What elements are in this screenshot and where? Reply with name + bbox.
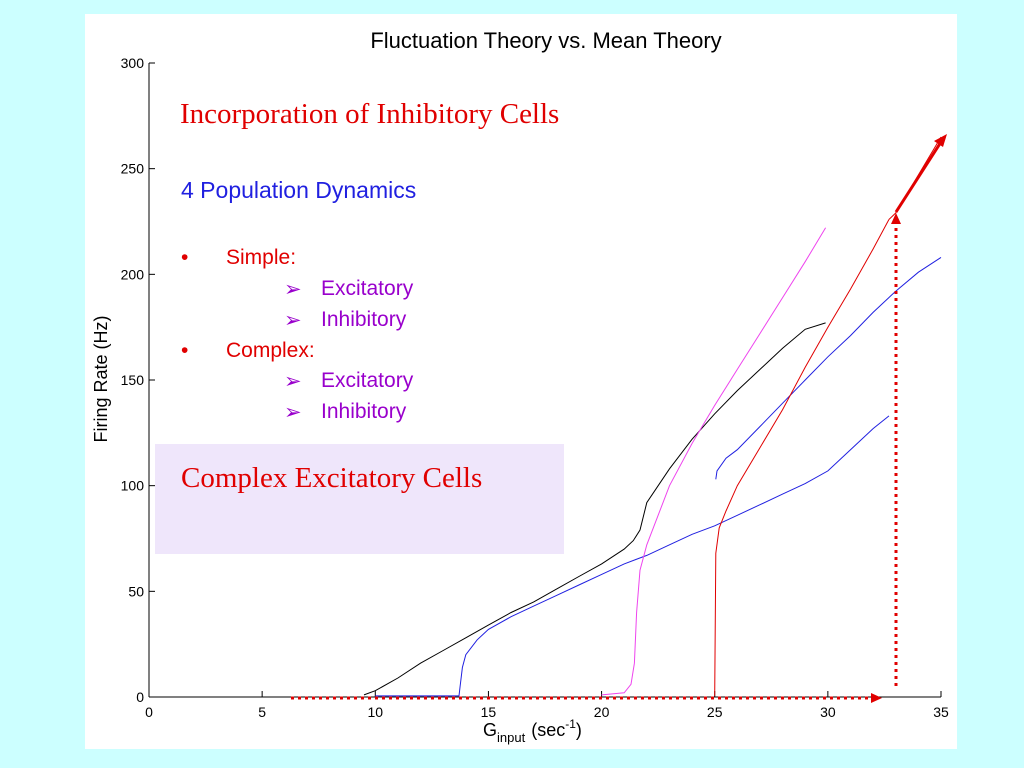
- subitem-complex-excitatory: ➢ Excitatory: [284, 369, 413, 394]
- chart: Fluctuation Theory vs. Mean Theory 0 5 10 1…: [91, 28, 949, 745]
- slide-panel: Fluctuation Theory vs. Mean Theory 0 5 10 1…: [85, 14, 957, 749]
- subitem-simple-excitatory: ➢ Excitatory: [284, 277, 413, 302]
- subitem-label: Inhibitory: [321, 400, 407, 423]
- arrow-bullet-icon: ➢: [284, 370, 302, 393]
- chart-title: Fluctuation Theory vs. Mean Theory: [370, 28, 721, 53]
- x-label-sup: -1: [565, 717, 576, 731]
- annotation-arrows: [291, 134, 947, 703]
- x-axis-label: Ginput (sec-1): [483, 717, 582, 745]
- bullet-complex: • Complex:: [181, 339, 315, 363]
- y-tick-label: 0: [136, 689, 144, 705]
- series-line-3: [601, 227, 827, 696]
- y-axis-label: Firing Rate (Hz): [91, 315, 111, 442]
- x-label-main: G: [483, 720, 497, 740]
- horizontal-arrowhead: [871, 693, 882, 703]
- x-tick-label: 35: [933, 704, 949, 720]
- bullet-label: Simple:: [226, 246, 297, 269]
- subitem-label: Excitatory: [321, 369, 414, 392]
- subitem-label: Inhibitory: [321, 308, 407, 331]
- arrow-bullet-icon: ➢: [284, 309, 302, 332]
- x-tick-label: 25: [707, 704, 723, 720]
- series-line-5: [888, 136, 942, 220]
- bullet-label: Complex:: [226, 339, 315, 362]
- subitem-label: Excitatory: [321, 277, 414, 300]
- x-tick-label: 30: [820, 704, 836, 720]
- bullet-marker: •: [181, 339, 189, 362]
- arrow-bullet-icon: ➢: [284, 401, 302, 424]
- x-tick-label: 0: [145, 704, 153, 720]
- y-tick-label: 150: [121, 372, 145, 388]
- arrow-bullet-icon: ➢: [284, 278, 302, 301]
- y-tick-label: 100: [121, 478, 145, 494]
- bullet-marker: •: [181, 246, 189, 269]
- x-tick-label: 10: [367, 704, 383, 720]
- x-tick-label: 5: [258, 704, 266, 720]
- series-line-2: [715, 256, 942, 480]
- ticks: 0 5 10 15 20 25 30 35 0 50 100 150 200 250 300: [121, 55, 949, 720]
- bullet-simple: • Simple:: [181, 246, 296, 270]
- y-tick-label: 200: [121, 266, 145, 282]
- series-line-0: [363, 322, 826, 696]
- y-tick-label: 50: [128, 583, 144, 599]
- x-tick-label: 20: [594, 704, 610, 720]
- series-line-4: [714, 219, 890, 696]
- series-group: [363, 136, 942, 697]
- red-solid-arrow: [894, 141, 943, 213]
- subitem-simple-inhibitory: ➢ Inhibitory: [284, 308, 406, 333]
- y-tick-label: 300: [121, 55, 145, 71]
- solid-arrowhead: [934, 134, 947, 147]
- x-label-sub: input: [497, 730, 526, 745]
- subitem-complex-inhibitory: ➢ Inhibitory: [284, 400, 406, 425]
- series-line-1: [375, 415, 890, 697]
- axes: [148, 63, 941, 698]
- vertical-arrowhead: [891, 213, 901, 224]
- y-tick-label: 250: [121, 161, 145, 177]
- slide-heading: Incorporation of Inhibitory Cells: [180, 98, 560, 130]
- highlight-text: Complex Excitatory Cells: [181, 462, 483, 494]
- highlight-box: Complex Excitatory Cells: [155, 444, 564, 554]
- x-label-unit-open: (sec: [531, 720, 565, 740]
- x-tick-label: 15: [481, 704, 497, 720]
- x-label-unit-close: ): [576, 720, 582, 740]
- slide-subheading: 4 Population Dynamics: [181, 177, 417, 203]
